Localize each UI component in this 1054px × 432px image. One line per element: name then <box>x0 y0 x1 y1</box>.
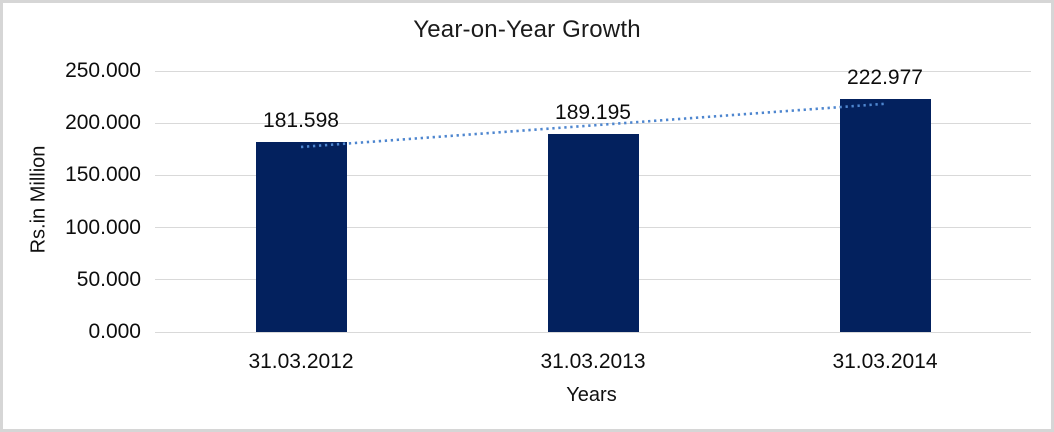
gridline <box>155 331 1031 333</box>
y-tick-label: 100.000 <box>65 215 141 239</box>
y-tick-label: 0.000 <box>88 320 141 343</box>
x-category-label: 31.03.2013 <box>540 350 646 373</box>
y-axis-title: Rs.in Million <box>27 145 50 254</box>
bar-value-label: 189.195 <box>555 101 631 125</box>
y-tick-label: 200.000 <box>65 111 141 135</box>
bar <box>547 134 639 332</box>
chart-title: Year-on-Year Growth <box>413 16 641 43</box>
bar-value-label: 181.598 <box>263 109 339 133</box>
left-edge-line <box>2 0 3 432</box>
bar <box>255 142 347 332</box>
bar-value-label: 222.977 <box>847 66 923 90</box>
y-tick-label: 50.000 <box>76 267 141 291</box>
x-category-label: 31.03.2014 <box>832 350 938 373</box>
bar <box>839 99 931 332</box>
y-tick-label: 150.000 <box>65 163 141 187</box>
gridline <box>155 70 1031 72</box>
x-axis-title: Years <box>566 384 617 406</box>
x-category-label: 31.03.2012 <box>248 350 354 373</box>
y-tick-label: 250.000 <box>65 59 141 82</box>
